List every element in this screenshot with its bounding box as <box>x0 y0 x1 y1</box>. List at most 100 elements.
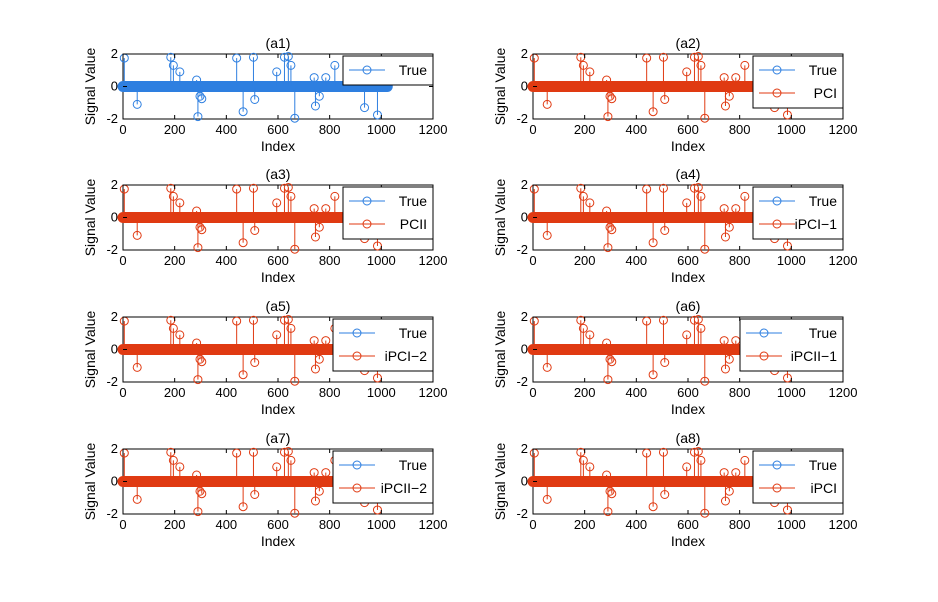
subplot-title: (a3) <box>266 166 291 182</box>
stem-marker <box>248 447 258 457</box>
stem-marker <box>720 496 730 506</box>
stem-marker <box>330 191 340 201</box>
y-tick-label: 0 <box>111 474 118 489</box>
stem-marker <box>658 315 668 325</box>
stem-marker <box>248 183 258 193</box>
x-tick-label: 400 <box>215 385 237 400</box>
stem-marker <box>168 60 178 70</box>
stem-marker <box>290 113 300 123</box>
stem-marker <box>193 112 203 122</box>
stem-marker <box>658 447 668 457</box>
legend: True PCI <box>752 55 844 109</box>
legend-marker <box>772 460 782 470</box>
stem-marker <box>731 204 741 214</box>
stem-marker <box>578 323 588 333</box>
stem-marker <box>372 505 382 515</box>
stem-marker <box>310 101 320 111</box>
y-axis-label: Signal Value <box>492 179 508 257</box>
stem-marker <box>372 373 382 383</box>
legend-box <box>342 186 434 240</box>
stem-marker <box>642 316 652 326</box>
stem-marker <box>250 358 260 367</box>
subplot-a7: 20-20 200 400 600 800 1000 1200(a7)IndexSignal… <box>82 430 447 549</box>
x-tick-label: 1200 <box>419 122 448 137</box>
stem-marker <box>719 73 729 83</box>
stem-marker <box>360 103 370 113</box>
y-tick-label: -2 <box>516 506 528 521</box>
stem-marker <box>250 95 260 104</box>
legend-label: True <box>809 193 837 209</box>
legend-label: True <box>809 325 837 341</box>
stem-marker <box>720 232 730 242</box>
x-tick-label: 0 <box>529 517 536 532</box>
stem-marker <box>700 376 710 386</box>
stem-marker <box>605 91 615 101</box>
stem-marker <box>603 243 613 253</box>
stem-marker <box>642 448 652 458</box>
x-tick-label: 600 <box>677 517 699 532</box>
x-tick-label: 1000 <box>777 253 806 268</box>
stem-marker <box>542 99 552 109</box>
y-tick-label: 2 <box>111 177 118 192</box>
x-tick-label: 1000 <box>367 517 396 532</box>
stem-marker <box>192 470 202 480</box>
y-tick-label: 0 <box>521 210 528 225</box>
stem-marker <box>648 502 658 512</box>
stem-marker <box>272 462 282 472</box>
subplot-a8: 20-20 200 400 600 800 1000 1200(a8)IndexSignal… <box>492 430 857 549</box>
stem-marker <box>607 94 617 104</box>
legend-label: True <box>399 62 427 78</box>
stem-marker <box>740 455 750 465</box>
stem-marker <box>286 323 296 333</box>
stem-marker <box>309 204 319 214</box>
x-tick-label: 400 <box>625 253 647 268</box>
x-tick-label: 800 <box>729 122 751 137</box>
stem-marker <box>605 354 615 364</box>
stem-marker <box>232 53 242 63</box>
x-tick-label: 800 <box>729 385 751 400</box>
stem-marker <box>195 222 205 232</box>
stem-marker <box>272 67 282 77</box>
stem-marker <box>740 60 750 70</box>
subplot-title: (a6) <box>676 298 701 314</box>
x-tick-label: 200 <box>164 517 186 532</box>
stem-marker <box>197 94 207 104</box>
x-tick-label: 800 <box>729 517 751 532</box>
stem-marker <box>607 225 617 235</box>
stem-marker <box>321 204 331 214</box>
stem-marker <box>238 107 248 117</box>
x-tick-label: 0 <box>529 253 536 268</box>
stem-marker <box>693 446 703 456</box>
stem-marker <box>605 222 615 232</box>
x-tick-label: 0 <box>529 122 536 137</box>
x-axis-label: Index <box>671 401 705 417</box>
stem-marker <box>724 91 734 101</box>
stem-marker <box>314 222 324 232</box>
y-tick-label: 0 <box>521 342 528 357</box>
stem-marker <box>250 226 260 235</box>
x-tick-label: 600 <box>677 253 699 268</box>
y-axis-label: Signal Value <box>492 443 508 521</box>
x-tick-label: 400 <box>625 517 647 532</box>
stem-marker <box>602 338 612 348</box>
x-tick-label: 1000 <box>777 517 806 532</box>
x-tick-label: 1000 <box>777 122 806 137</box>
stem-marker <box>585 67 595 77</box>
legend-box <box>752 450 844 504</box>
stem-marker <box>700 244 710 254</box>
stem-marker <box>740 191 750 201</box>
y-tick-label: -2 <box>106 374 118 389</box>
stem-marker <box>309 468 319 478</box>
stem-marker <box>248 315 258 325</box>
legend-label: True <box>399 193 427 209</box>
legend-marker <box>362 219 372 229</box>
stem-marker <box>605 486 615 496</box>
stem-marker <box>197 225 207 235</box>
x-tick-label: 600 <box>267 122 289 137</box>
legend-marker <box>772 196 782 206</box>
y-tick-label: 2 <box>111 441 118 456</box>
stem-marker <box>782 241 792 251</box>
legend-box <box>752 55 844 109</box>
legend-label: PCI <box>814 85 837 101</box>
